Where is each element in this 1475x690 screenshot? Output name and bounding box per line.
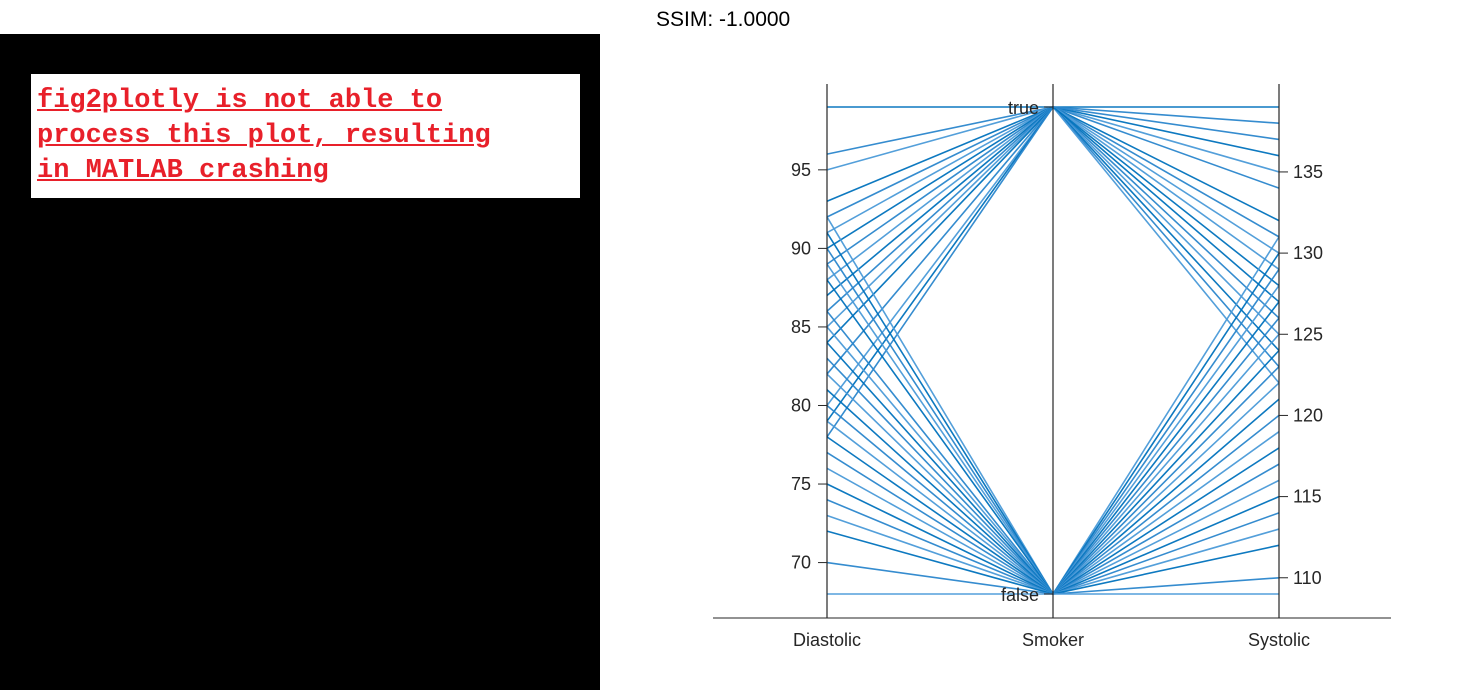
axis-systolic: 110 115 120 125 130 135 Systolic	[1248, 84, 1323, 650]
tick-label: 90	[791, 238, 811, 258]
tick-label: 130	[1293, 243, 1323, 263]
axis-name-systolic: Systolic	[1248, 630, 1310, 650]
category-label-true: true	[1008, 98, 1039, 118]
tick-label: 85	[791, 317, 811, 337]
tick-label: 120	[1293, 405, 1323, 425]
tick-label: 110	[1293, 568, 1322, 588]
error-panel: fig2plotly is not able to process this p…	[0, 34, 600, 690]
tick-label: 95	[791, 160, 811, 180]
axis-smoker: false true Smoker	[1001, 84, 1084, 650]
ssim-label: SSIM: -1.0000	[656, 8, 791, 31]
tick-label: 75	[791, 474, 811, 494]
tick-label: 70	[791, 553, 811, 573]
category-label-false: false	[1001, 585, 1039, 605]
error-message-text: fig2plotly is not able to process this p…	[37, 86, 491, 186]
axis-name-smoker: Smoker	[1022, 630, 1084, 650]
error-message-box: fig2plotly is not able to process this p…	[31, 74, 580, 198]
tick-label: 125	[1293, 324, 1323, 344]
tick-label: 135	[1293, 162, 1323, 182]
axis-name-diastolic: Diastolic	[793, 630, 861, 650]
tick-label: 80	[791, 395, 811, 415]
tick-label: 115	[1293, 487, 1322, 507]
axis-diastolic: 70 75 80 85 90 95 Diastolic	[791, 84, 861, 650]
